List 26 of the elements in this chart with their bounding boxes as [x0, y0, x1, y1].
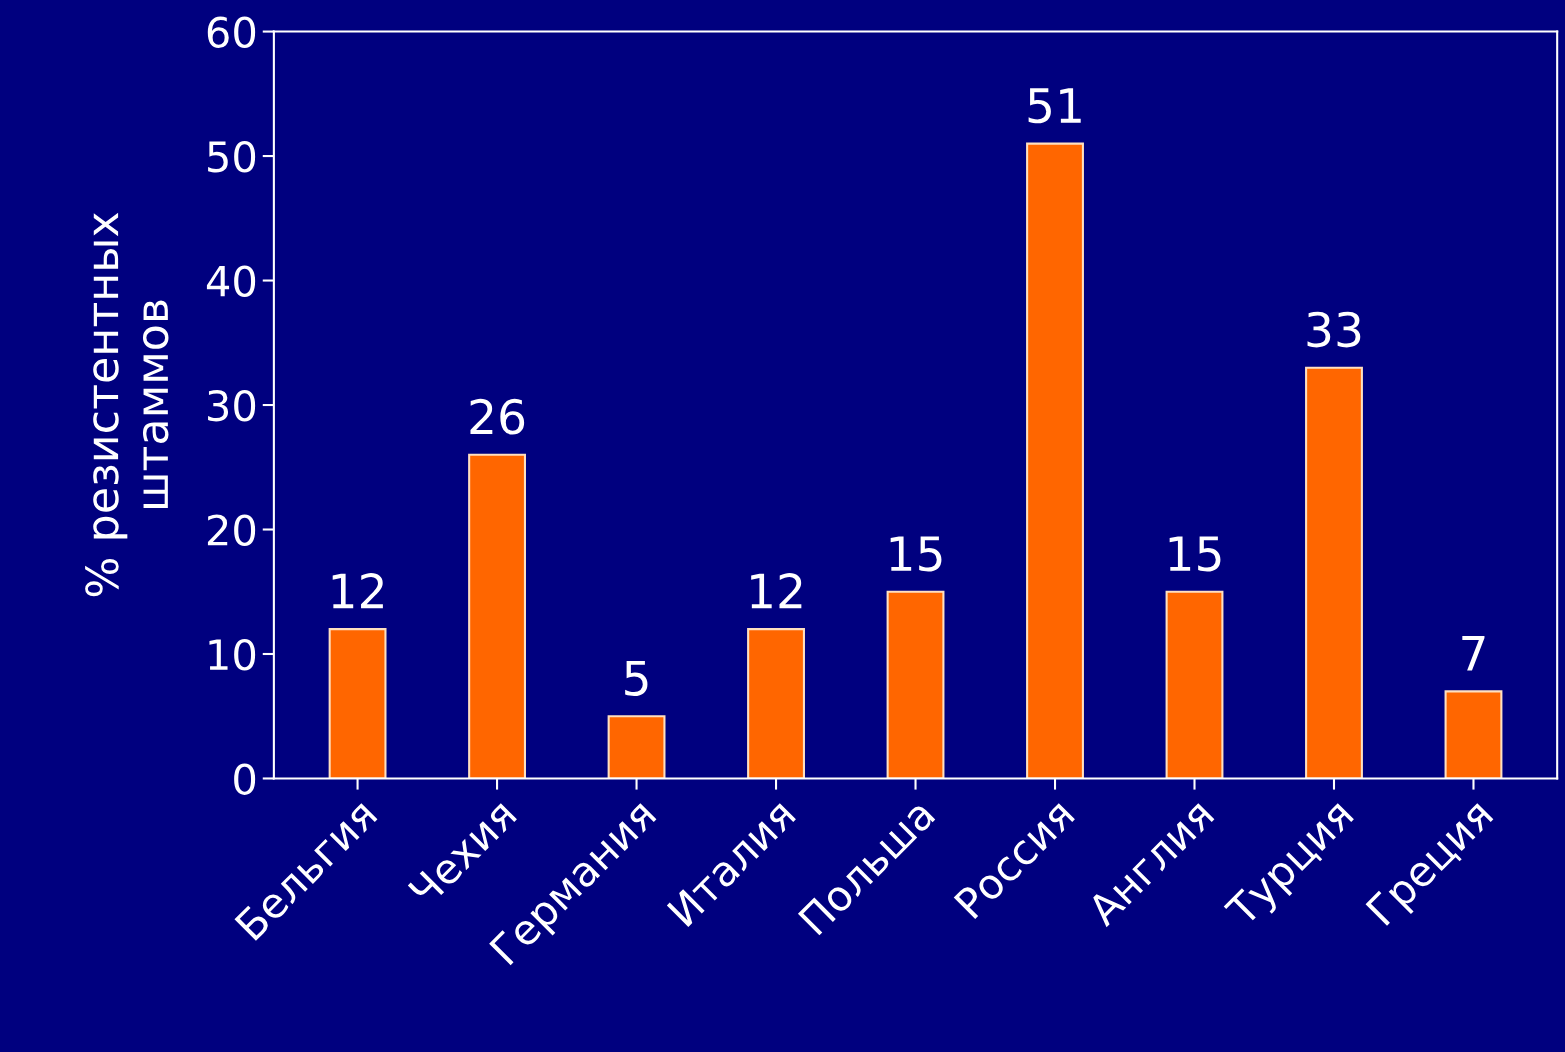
data-label: 15 — [1169, 536, 1221, 572]
data-label: 7 — [1462, 635, 1485, 671]
bar — [468, 453, 526, 779]
y-tick-label: 50 — [208, 140, 256, 173]
bar — [1165, 590, 1224, 779]
y-tick-label: 20 — [207, 514, 256, 546]
data-label: 5 — [625, 660, 648, 696]
bar — [1305, 366, 1363, 779]
bar — [328, 628, 387, 779]
bar — [747, 628, 805, 779]
y-tick-label: 60 — [207, 16, 256, 48]
bar — [886, 590, 945, 779]
y-tick-label: 40 — [206, 265, 256, 297]
bar — [1444, 690, 1503, 779]
data-label: 33 — [1307, 311, 1361, 348]
y-tick-label: 30 — [208, 389, 256, 422]
bar — [607, 715, 666, 779]
y-axis-title: % резистентных штаммов — [85, 212, 169, 597]
data-label: 12 — [332, 573, 383, 609]
y-tick-label: 10 — [209, 638, 256, 671]
data-label: 15 — [890, 536, 942, 572]
y-tick-label: 0 — [234, 763, 256, 795]
bar — [1026, 142, 1084, 779]
data-label: 26 — [470, 398, 525, 435]
data-label: 51 — [1028, 88, 1081, 124]
data-label: 12 — [751, 573, 802, 609]
